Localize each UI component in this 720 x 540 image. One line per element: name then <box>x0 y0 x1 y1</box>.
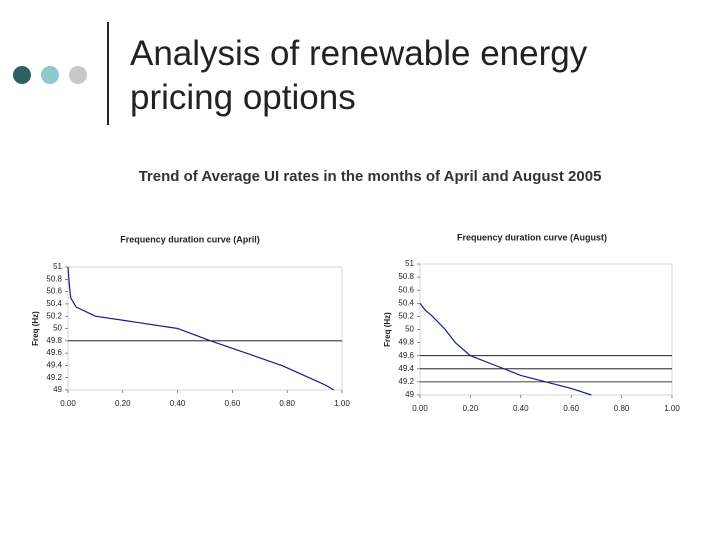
data-line <box>419 302 592 396</box>
y-tick-label: 49 <box>53 385 62 394</box>
x-tick-label: 0.60 <box>563 404 579 413</box>
y-tick-label: 49.4 <box>46 361 62 370</box>
y-tick-label: 50.8 <box>398 272 414 281</box>
x-tick-label: 1.00 <box>334 399 350 408</box>
y-tick-label: 49 <box>405 390 414 399</box>
decor-dot <box>41 66 59 84</box>
y-tick-label: 50.2 <box>46 311 62 320</box>
y-axis-label: Freq (Hz) <box>383 312 392 347</box>
y-tick-label: 50.4 <box>46 299 62 308</box>
y-tick-label: 50 <box>53 324 62 333</box>
plot-area <box>67 266 343 391</box>
y-tick-label: 51 <box>53 262 62 271</box>
x-tick-label: 0.80 <box>279 399 295 408</box>
y-axis-label: Freq (Hz) <box>31 311 40 346</box>
y-tick-label: 49.2 <box>398 377 414 386</box>
decor-dot <box>13 66 31 84</box>
x-tick-label: 0.20 <box>115 399 131 408</box>
decor-dot <box>69 66 87 84</box>
plot-area <box>419 263 673 396</box>
y-tick-label: 50 <box>405 325 414 334</box>
y-tick-label: 49.2 <box>46 373 62 382</box>
y-tick-label: 49.4 <box>398 364 414 373</box>
x-tick-label: 0.60 <box>225 399 241 408</box>
x-tick-label: 0.40 <box>170 399 186 408</box>
slide-title: Analysis of renewable energy pricing opt… <box>130 32 587 120</box>
x-tick-label: 0.00 <box>60 399 76 408</box>
x-tick-label: 0.40 <box>513 404 529 413</box>
x-tick-label: 0.20 <box>463 404 479 413</box>
chart-title: Frequency duration curve (April) <box>120 234 260 244</box>
subtitle: Trend of Average UI rates in the months … <box>138 168 602 185</box>
y-tick-label: 50.8 <box>46 274 62 283</box>
y-tick-label: 51 <box>405 259 414 268</box>
y-tick-label: 50.6 <box>46 287 62 296</box>
y-tick-label: 50.2 <box>398 312 414 321</box>
x-tick-label: 0.00 <box>412 404 428 413</box>
y-tick-label: 49.8 <box>398 338 414 347</box>
chart-title: Frequency duration curve (August) <box>457 232 607 242</box>
y-tick-label: 49.6 <box>398 351 414 360</box>
title-line: pricing options <box>130 78 356 117</box>
y-tick-label: 49.8 <box>46 336 62 345</box>
data-line <box>67 266 335 391</box>
title-line: Analysis of renewable energy <box>130 34 588 73</box>
x-tick-label: 0.80 <box>614 404 630 413</box>
x-tick-label: 1.00 <box>664 404 680 413</box>
y-tick-label: 50.6 <box>398 285 414 294</box>
y-tick-label: 49.6 <box>46 348 62 357</box>
y-tick-label: 50.4 <box>398 298 414 307</box>
